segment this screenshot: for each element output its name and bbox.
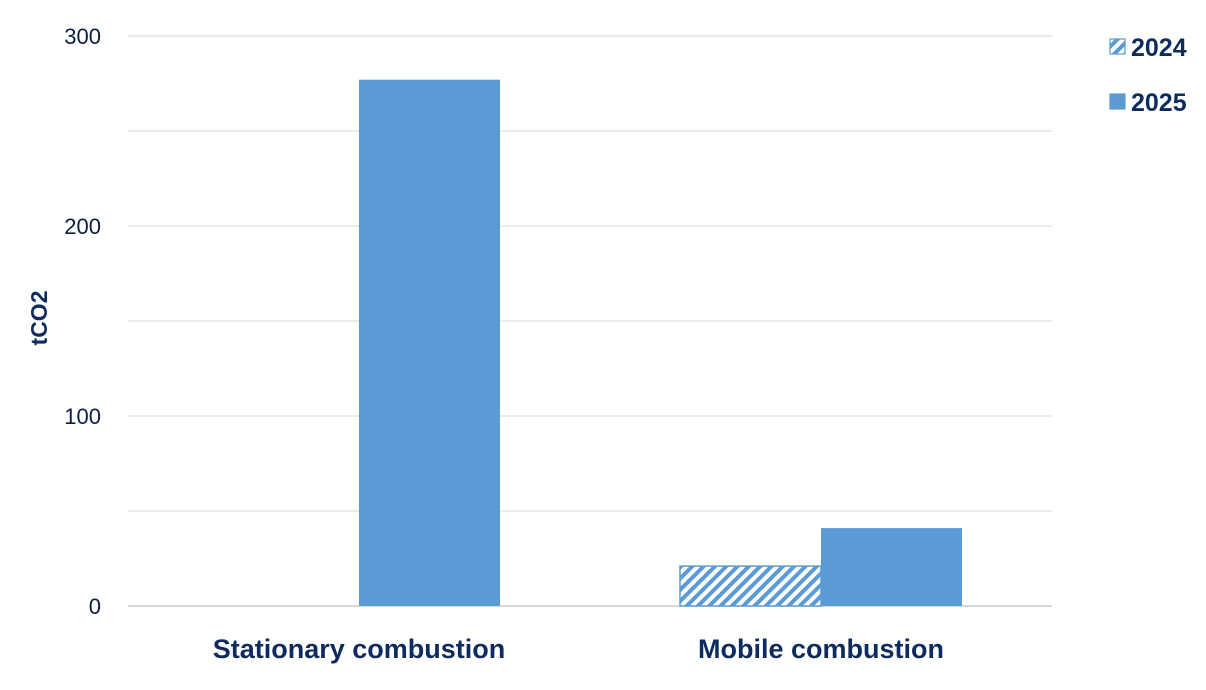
- legend: 2024 2025: [1109, 34, 1187, 117]
- y-tick-label: 300: [64, 24, 101, 49]
- bars: [359, 79, 962, 607]
- y-axis-tick-labels: 0 100 200 300: [64, 24, 101, 619]
- legend-swatch-2025: [1109, 93, 1126, 110]
- y-tick-label: 200: [64, 214, 101, 239]
- y-axis-label: tCO2: [26, 291, 52, 346]
- bar-2025: [359, 79, 500, 606]
- y-tick-label: 100: [64, 404, 101, 429]
- x-category-label: Mobile combustion: [698, 634, 944, 664]
- legend-label-2024: 2024: [1131, 34, 1187, 62]
- legend-label-2025: 2025: [1131, 89, 1187, 117]
- bar-2024: [679, 565, 822, 607]
- x-category-label: Stationary combustion: [213, 634, 506, 664]
- gridlines: [128, 35, 1052, 607]
- legend-swatch-2024: [1109, 38, 1126, 55]
- y-tick-label: 0: [89, 594, 101, 619]
- x-axis-category-labels: Stationary combustion Mobile combustion: [213, 634, 944, 664]
- bar-2025: [821, 528, 962, 606]
